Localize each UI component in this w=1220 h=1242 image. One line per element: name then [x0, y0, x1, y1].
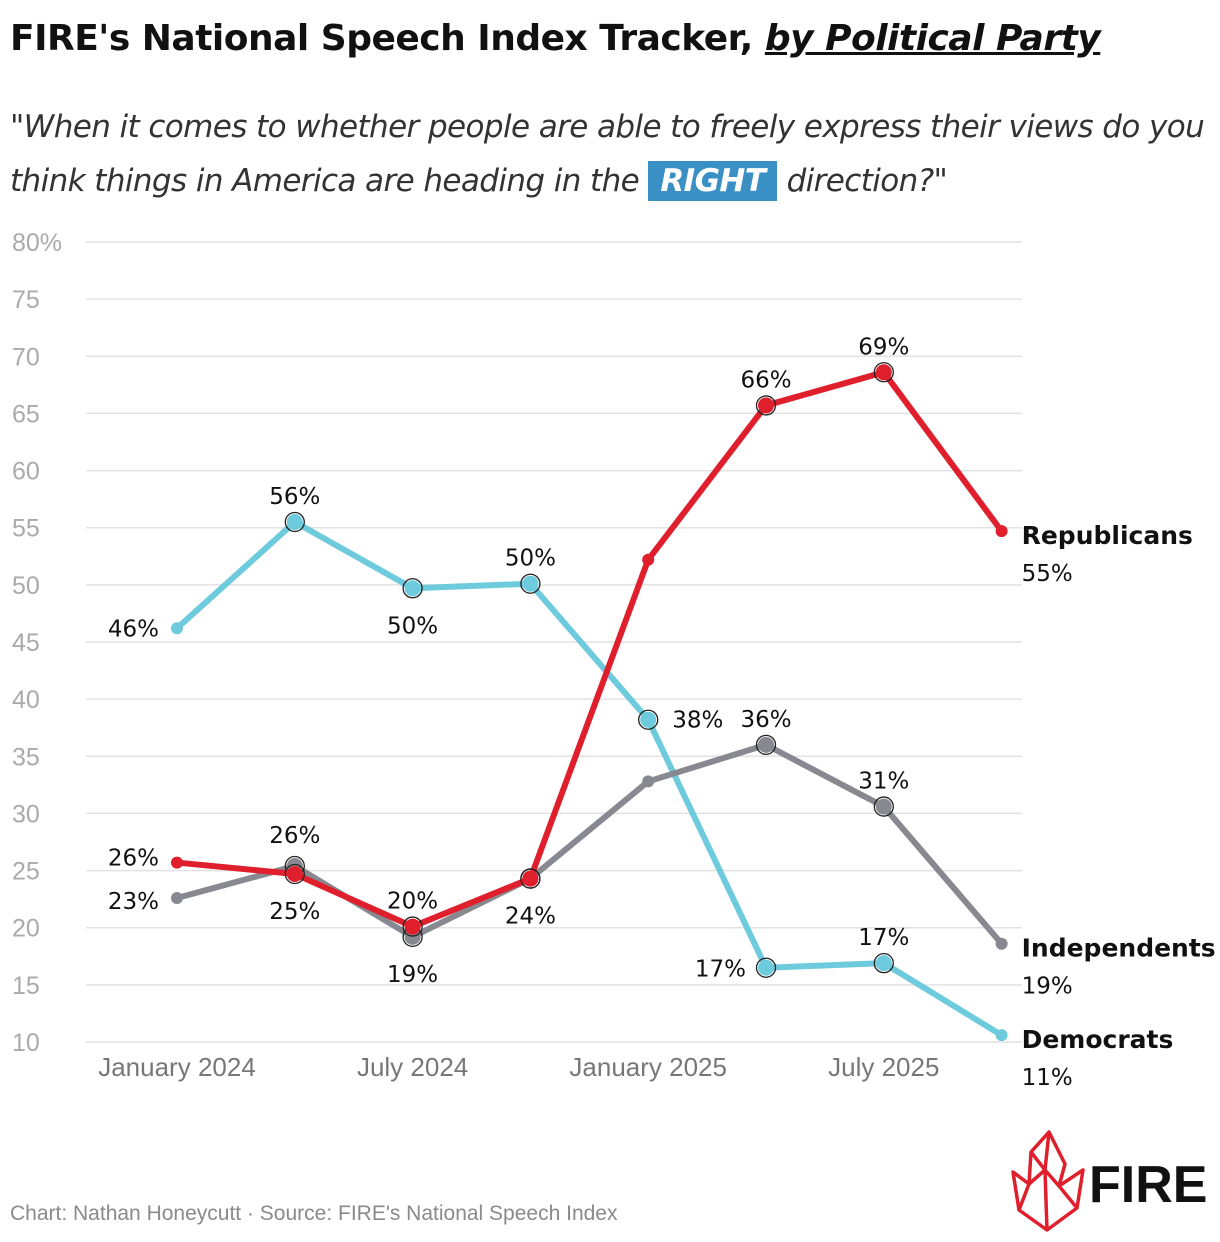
democrats-point-marker — [638, 709, 659, 730]
republicans-point-marker — [402, 916, 423, 937]
x-tick-label: January 2024 — [98, 1052, 256, 1082]
democrats-data-label: 38% — [672, 708, 723, 734]
republicans-data-label: 25% — [269, 899, 320, 925]
subtitle-text-before: "When it comes to whether people are abl… — [10, 109, 1205, 199]
y-tick-label: 30 — [12, 800, 40, 828]
y-tick-label: 25 — [12, 858, 40, 886]
democrats-data-label: 17% — [858, 925, 909, 951]
y-axis-ticks: 80% 75 70 65 60 55 50 45 40 35 30 25 20 15 10 — [12, 229, 62, 1057]
republicans-point-marker — [520, 868, 541, 889]
y-tick-label: 70 — [12, 343, 40, 371]
independents-data-label: 26% — [269, 823, 320, 849]
independents-data-label: 24% — [505, 904, 556, 930]
republicans-end-label: Republicans — [1022, 521, 1193, 550]
y-tick-label: 55 — [12, 515, 40, 543]
subtitle-text-after: direction?" — [777, 163, 948, 199]
democrats-point — [640, 711, 657, 728]
series — [171, 362, 1008, 1042]
democrats-point — [875, 955, 892, 972]
republicans-point — [522, 870, 539, 887]
independents-point — [642, 775, 655, 788]
republicans-data-label: 26% — [108, 846, 159, 872]
republicans-data-label: 66% — [740, 367, 791, 393]
democrats-point-marker — [755, 957, 777, 978]
independents-point — [171, 892, 183, 904]
independents-data-label: 36% — [740, 707, 791, 733]
republicans-data-label: 69% — [858, 334, 909, 360]
independents-data-label: 19% — [387, 962, 438, 988]
title-emphasis: by Political Party — [764, 18, 1101, 59]
y-tick-label: 50 — [12, 572, 40, 600]
independents-point — [758, 736, 774, 753]
democrats-point-marker — [284, 511, 305, 533]
flame-icon — [1011, 1130, 1085, 1232]
republicans-end-value: 55% — [1022, 561, 1073, 587]
democrats-point — [758, 959, 774, 976]
democrats-point — [522, 575, 539, 592]
independents-line — [174, 741, 1005, 947]
x-axis-ticks: January 2024 July 2024 January 2025 July 20… — [98, 1052, 939, 1082]
democrats-point-marker — [520, 573, 541, 594]
democrats-point-marker — [873, 952, 894, 974]
republicans-point — [404, 918, 421, 935]
y-tick-label: 45 — [12, 629, 40, 657]
chart-title: FIRE's National Speech Index Tracker, by… — [10, 18, 1101, 59]
x-tick-label: July 2025 — [828, 1052, 939, 1082]
y-tick-label: 35 — [12, 743, 40, 771]
republicans-point — [642, 553, 655, 566]
independents-data-label: 23% — [108, 889, 159, 915]
x-tick-label: July 2024 — [357, 1052, 468, 1082]
fire-logo: FIRE — [1011, 1130, 1207, 1232]
democrats-data-label: 56% — [269, 484, 320, 510]
democrats-point-marker — [402, 578, 423, 599]
independents-point — [995, 937, 1008, 950]
y-tick-label: 60 — [12, 458, 40, 486]
independents-point — [875, 798, 892, 815]
democrats-point — [995, 1029, 1008, 1042]
democrats-line — [174, 519, 1005, 1039]
chart-subtitle: "When it comes to whether people are abl… — [10, 100, 1215, 208]
republicans-point — [171, 856, 183, 869]
logo-text: FIRE — [1089, 1156, 1207, 1214]
republicans-point — [995, 525, 1008, 538]
source-credit: Chart: Nathan Honeycutt · Source: FIRE's… — [10, 1202, 618, 1225]
data-labels: 46% 56% 50% 50% 38% 17% 17% 23% 26% 19% 24% 36% 31% 2… — [108, 334, 909, 988]
republicans-line — [174, 369, 1005, 930]
republicans-data-label: 20% — [387, 889, 438, 915]
independents-end-label: Independents — [1022, 934, 1216, 963]
democrats-end-label: Democrats — [1022, 1025, 1174, 1054]
y-tick-label: 65 — [12, 400, 40, 428]
independents-data-label: 31% — [858, 769, 909, 795]
series-end-labels: Democrats 11% Independents 19% Republicans 55… — [1022, 521, 1216, 1091]
y-tick-label: 20 — [12, 915, 40, 943]
independents-point-marker — [873, 796, 894, 817]
y-tick-label: 15 — [12, 972, 40, 1000]
line-chart: 80% 75 70 65 60 55 50 45 40 35 30 25 20 15 10 January … — [12, 229, 1216, 1091]
y-tick-label: 75 — [12, 286, 40, 314]
independents-end-value: 19% — [1022, 974, 1073, 1000]
democrats-point — [404, 580, 421, 597]
y-tick-label: 40 — [12, 686, 40, 714]
democrats-data-label: 17% — [695, 957, 746, 983]
democrats-end-value: 11% — [1022, 1065, 1073, 1091]
democrats-data-label: 50% — [505, 546, 556, 572]
y-tick-label: 10 — [12, 1029, 40, 1057]
republicans-point — [875, 364, 892, 381]
democrats-point — [171, 622, 183, 635]
republicans-point — [286, 866, 303, 882]
title-main: FIRE's National Speech Index Tracker, — [10, 18, 765, 59]
democrats-data-label: 50% — [387, 613, 438, 639]
subtitle-highlight: RIGHT — [648, 161, 778, 201]
democrats-point — [286, 514, 303, 530]
y-tick-label: 80% — [12, 229, 62, 257]
republicans-point — [758, 397, 774, 414]
republicans-point-marker — [284, 863, 305, 885]
republicans-point-marker — [873, 362, 894, 383]
independents-point-marker — [755, 734, 777, 756]
republicans-point-marker — [755, 395, 777, 416]
x-tick-label: January 2025 — [569, 1052, 727, 1082]
democrats-data-label: 46% — [108, 616, 159, 642]
